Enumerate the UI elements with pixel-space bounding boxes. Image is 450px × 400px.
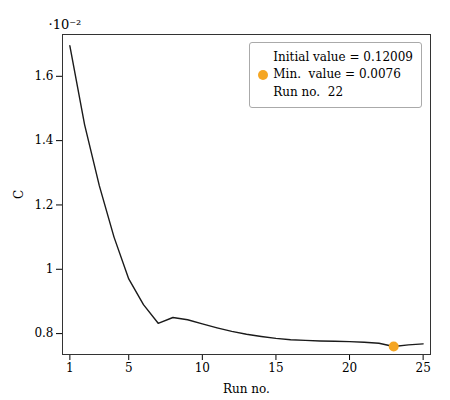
svg-text:1.6: 1.6 bbox=[34, 69, 53, 83]
svg-text:1.2: 1.2 bbox=[34, 198, 53, 212]
html-text:Min. value = 0.0076: Min. value = 0.0076 bbox=[273, 67, 401, 82]
svg-text:1.4: 1.4 bbox=[34, 133, 53, 147]
html-text:Run no. 22: Run no. 22 bbox=[273, 84, 344, 99]
svg-text:5: 5 bbox=[125, 361, 133, 375]
html-text:Initial value = 0.12009: Initial value = 0.12009 bbox=[273, 50, 413, 64]
svg-text:Run no.: Run no. bbox=[223, 382, 270, 396]
svg-text:25: 25 bbox=[415, 361, 430, 375]
svg-text:10: 10 bbox=[195, 361, 210, 375]
svg-text:1: 1 bbox=[46, 262, 54, 276]
svg-text:1: 1 bbox=[66, 361, 74, 375]
svg-text:C: C bbox=[12, 190, 26, 199]
svg-text:20: 20 bbox=[342, 361, 357, 375]
svg-text:·10⁻²: ·10⁻² bbox=[49, 17, 82, 32]
svg-text:0.8: 0.8 bbox=[34, 326, 53, 340]
svg-text:15: 15 bbox=[268, 361, 283, 375]
